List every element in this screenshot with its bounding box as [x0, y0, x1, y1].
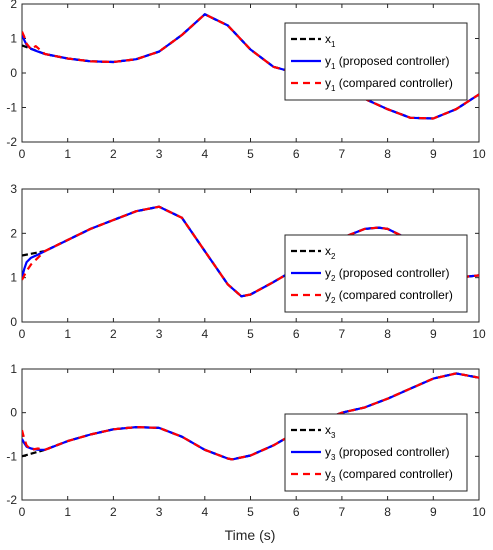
x-tick-label: 1 — [64, 327, 71, 341]
legend-box — [284, 413, 468, 492]
x-tick-label: 6 — [293, 505, 300, 519]
y-tick-label: 2 — [10, 226, 17, 240]
x-tick-label: 4 — [201, 505, 208, 519]
y-tick-label: 0 — [10, 406, 17, 420]
x-tick-label: 6 — [293, 327, 300, 341]
y-tick-label: -2 — [6, 493, 17, 507]
y-tick-label: -1 — [6, 101, 17, 115]
legend-label: y2 (compared controller) — [325, 288, 453, 305]
subplot-3: 0 1 2 3 4 5 6 7 8 9 10 -2 -1 0 1 x3 y3 (proposed control… — [6, 362, 486, 519]
y-tick-label: 1 — [10, 32, 17, 46]
y-tick-label: 0 — [10, 66, 17, 80]
y-tick-label: 0 — [10, 315, 17, 329]
x-tick-label: 3 — [156, 147, 163, 161]
legend-label: y1 (proposed controller) — [325, 54, 450, 71]
legend: x3 y3 (proposed controller) y3 (compared c… — [284, 413, 468, 492]
x-tick-label: 5 — [247, 147, 254, 161]
y-tick-label: 2 — [10, 0, 17, 11]
y-tick-label: 1 — [10, 271, 17, 285]
y-tick-label: -2 — [6, 135, 17, 149]
legend-label: y2 (proposed controller) — [325, 266, 450, 283]
x-tick-label: 2 — [110, 327, 117, 341]
subplot-1: 0 1 2 3 4 5 6 7 8 9 10 -2 -1 0 1 2 x1 y1 (proposed contro… — [6, 0, 486, 161]
x-tick-label: 7 — [339, 147, 346, 161]
y-tick-label: -1 — [6, 449, 17, 463]
x-tick-label: 8 — [384, 147, 391, 161]
series-line-compared — [22, 205, 479, 298]
x-tick-label: 0 — [19, 147, 26, 161]
x-tick-label: 8 — [384, 505, 391, 519]
x-tick-label: 2 — [110, 505, 117, 519]
legend-label: x3 — [325, 423, 336, 440]
x-tick-label: 1 — [64, 147, 71, 161]
x-tick-label: 9 — [430, 147, 437, 161]
x-tick-label: 5 — [247, 327, 254, 341]
subplot-2: 0 1 2 3 4 5 6 7 8 9 10 0 1 2 3 x2 y2 (proposed controlle… — [10, 182, 486, 341]
legend: x2 y2 (proposed controller) y2 (compared c… — [284, 234, 468, 313]
x-tick-label: 8 — [384, 327, 391, 341]
x-tick-label: 10 — [472, 327, 486, 341]
x-tick-label: 7 — [339, 505, 346, 519]
series-line-compared — [22, 13, 479, 120]
y-tick-label: 3 — [10, 182, 17, 196]
x-tick-label: 9 — [430, 505, 437, 519]
x-tick-label: 0 — [19, 327, 26, 341]
x-tick-label: 6 — [293, 147, 300, 161]
x-tick-label: 10 — [472, 147, 486, 161]
legend-label: y1 (compared controller) — [325, 76, 453, 93]
x-tick-label: 0 — [19, 505, 26, 519]
x-tick-label: 4 — [201, 147, 208, 161]
x-tick-label: 5 — [247, 505, 254, 519]
x-tick-label: 1 — [64, 505, 71, 519]
y-tick-label: 1 — [10, 362, 17, 376]
legend-label: y3 (compared controller) — [325, 467, 453, 484]
x-tick-label: 2 — [110, 147, 117, 161]
series-line-compared — [22, 372, 479, 461]
legend-label: y3 (proposed controller) — [325, 445, 450, 462]
x-tick-label: 3 — [156, 505, 163, 519]
legend-label: x2 — [325, 244, 336, 261]
legend: x1 y1 (proposed controller) y1 (compared c… — [284, 22, 468, 101]
x-axis-label: Time (s) — [225, 527, 276, 543]
x-tick-label: 7 — [339, 327, 346, 341]
x-tick-label: 10 — [472, 505, 486, 519]
x-tick-label: 3 — [156, 327, 163, 341]
x-tick-label: 4 — [201, 327, 208, 341]
x-tick-label: 9 — [430, 327, 437, 341]
legend-label: x1 — [325, 32, 336, 49]
